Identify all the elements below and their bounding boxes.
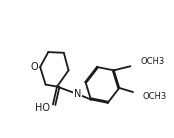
Text: HO: HO	[35, 103, 50, 112]
Text: N: N	[74, 89, 81, 99]
Text: OCH3: OCH3	[141, 57, 165, 66]
Text: O: O	[30, 62, 38, 72]
Text: OCH3: OCH3	[142, 92, 167, 101]
